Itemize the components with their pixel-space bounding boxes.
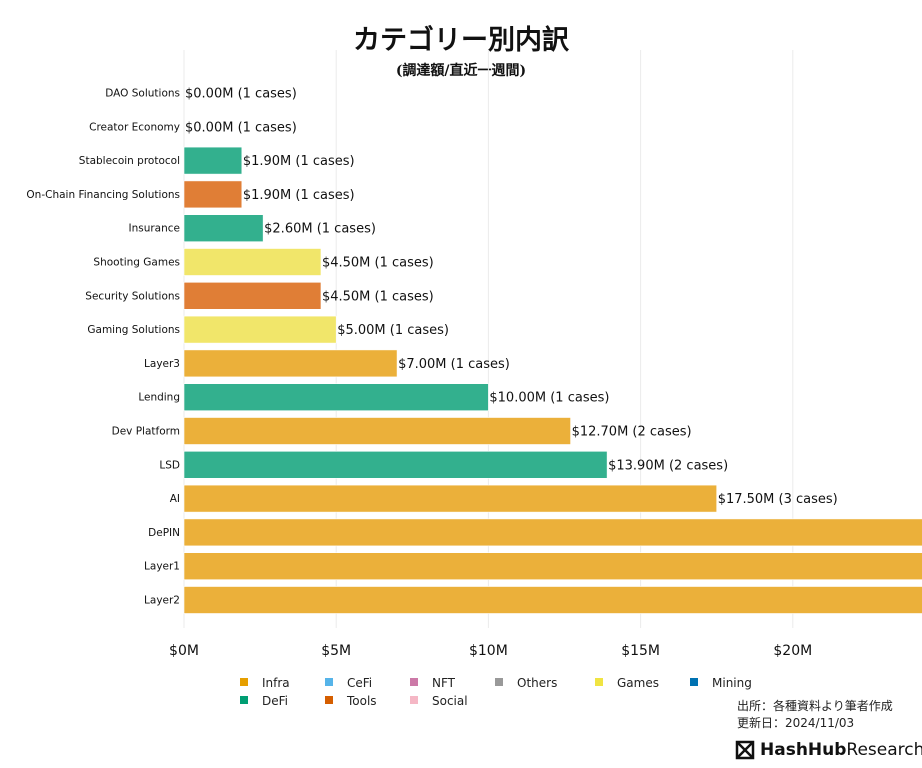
bar: [183, 281, 322, 310]
legend-item: Others: [495, 676, 557, 690]
legend-item: Games: [595, 676, 659, 690]
legend-swatch: [595, 678, 603, 686]
data-label: $2.60M (1 cases): [264, 222, 376, 237]
data-label: $0.00M (1 cases): [185, 87, 297, 102]
chart-title: カテゴリー別内訳: [353, 25, 569, 56]
y-tick-label: Layer1: [144, 561, 180, 573]
data-label: $10.00M (1 cases): [489, 391, 609, 406]
legend-swatch: [240, 678, 248, 686]
legend-swatch: [325, 678, 333, 686]
y-tick-label: Layer2: [144, 595, 180, 607]
legend-label: CeFi: [347, 676, 373, 690]
legend-swatch: [495, 678, 503, 686]
y-tick-label: Gaming Solutions: [87, 324, 180, 336]
legend-item: Social: [410, 694, 468, 708]
y-tick-label: LSD: [159, 459, 180, 471]
legend-label: Games: [617, 676, 659, 690]
data-label: $4.50M (1 cases): [322, 289, 434, 304]
legend-item: Mining: [690, 676, 752, 690]
legend-item: CeFi: [325, 676, 372, 690]
legend-label: Tools: [347, 694, 377, 708]
data-label: $1.90M (1 cases): [243, 154, 355, 169]
bar: [183, 417, 571, 445]
legend-label: Mining: [712, 676, 752, 690]
bar: [183, 248, 322, 276]
data-label: $7.00M (1 cases): [398, 357, 510, 372]
bar: [183, 383, 489, 412]
bar: [183, 552, 922, 581]
data-label: $0.00M (1 cases): [185, 120, 297, 135]
bar: [183, 349, 398, 378]
legend-label: Infra: [262, 676, 290, 690]
x-tick-label: $5M: [321, 643, 351, 659]
data-label: $5.00M (1 cases): [337, 323, 449, 338]
y-tick-label: Shooting Games: [93, 257, 180, 269]
source-text: 出所：各種資料より筆者作成: [737, 699, 893, 713]
x-tick-label: $20M: [773, 643, 812, 659]
brand-suffix: Research: [846, 740, 922, 760]
legend-swatch: [410, 678, 418, 686]
data-label: $13.90M (2 cases): [608, 458, 728, 473]
legend-label: Social: [432, 694, 468, 708]
legend-label: DeFi: [262, 694, 288, 708]
chart-subtitle: (調達額/直近一週間): [395, 63, 527, 79]
y-tick-label: Lending: [138, 392, 180, 404]
bar: [183, 146, 243, 175]
y-tick-label: On-Chain Financing Solutions: [26, 189, 180, 201]
updated-date: 更新日：2024/11/03: [737, 716, 855, 730]
y-tick-label: DePIN: [148, 527, 180, 539]
bar: [183, 450, 608, 479]
legend-item: DeFi: [240, 694, 288, 708]
legend-swatch: [690, 678, 698, 686]
y-tick-label: Insurance: [128, 223, 180, 235]
legend-item: Tools: [325, 694, 377, 708]
hashhub-logo-icon: [735, 740, 755, 760]
legend-label: Others: [517, 676, 558, 690]
data-label: $17.50M (3 cases): [718, 492, 838, 507]
y-tick-label: Creator Economy: [89, 121, 180, 133]
bar: [183, 180, 243, 209]
x-tick-label: $15M: [621, 643, 660, 659]
y-tick-label: DAO Solutions: [105, 88, 180, 100]
bar: [183, 484, 718, 513]
y-tick-label: Layer3: [144, 358, 180, 370]
bar: [183, 586, 922, 614]
bar: [183, 518, 922, 547]
data-label: $1.90M (1 cases): [243, 188, 355, 203]
source-note: 出所：各種資料より筆者作成 更新日：2024/11/03: [737, 698, 893, 732]
legend-item: NFT: [410, 676, 455, 690]
brand-name: HashHub: [760, 740, 847, 760]
bar: [183, 214, 264, 242]
legend-swatch: [410, 696, 418, 704]
legend-item: Infra: [240, 676, 290, 690]
legend-swatch: [240, 696, 248, 704]
y-tick-label: Security Solutions: [85, 290, 180, 302]
legend-swatch: [325, 696, 333, 704]
x-tick-label: $10M: [469, 643, 508, 659]
data-label: $4.50M (1 cases): [322, 256, 434, 271]
bar-chart: DAO Solutions Creator Economy Stablecoin p…: [26, 50, 922, 659]
x-tick-label: $0M: [169, 643, 199, 659]
brand-logo: HashHub Research: [735, 740, 922, 760]
bar: [183, 315, 337, 344]
y-tick-label: AI: [170, 493, 180, 505]
y-tick-label: Dev Platform: [112, 426, 180, 438]
y-tick-label: Stablecoin protocol: [79, 155, 180, 167]
data-label: $12.70M (2 cases): [572, 425, 692, 440]
legend-label: NFT: [432, 676, 455, 690]
